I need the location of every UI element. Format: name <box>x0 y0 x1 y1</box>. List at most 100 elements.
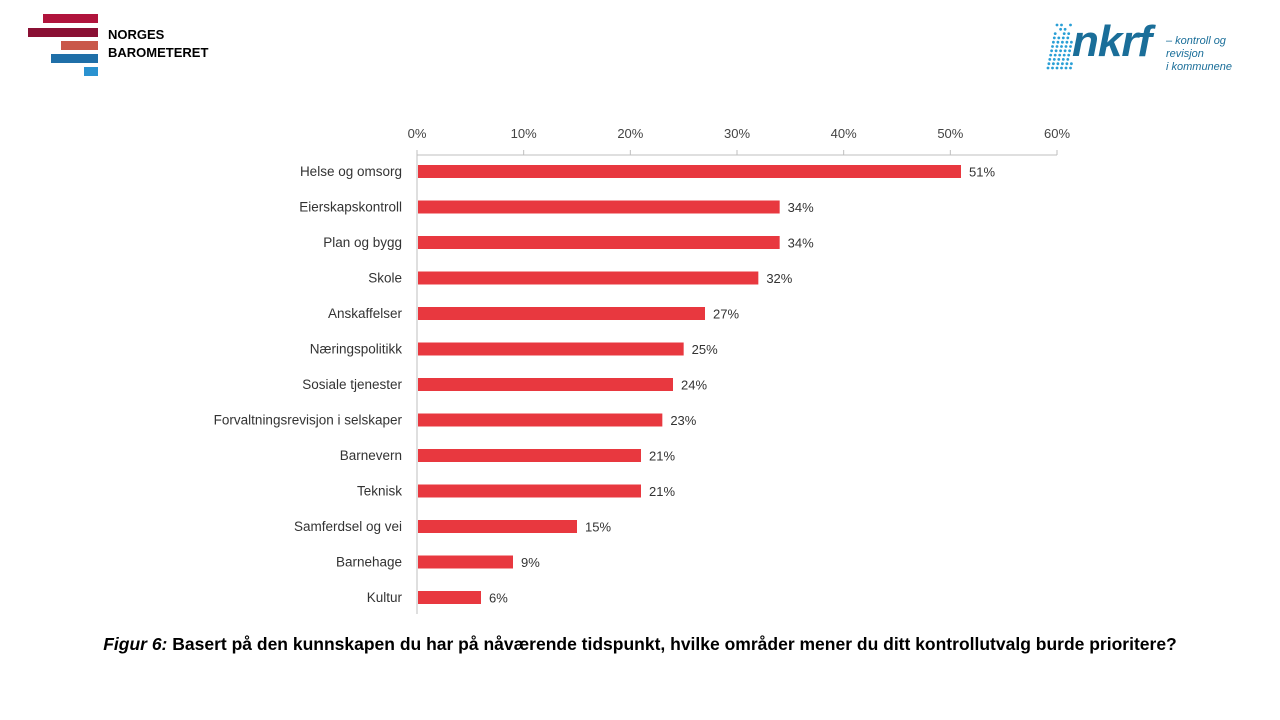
logo-dot <box>1047 62 1051 66</box>
logo-dot <box>1054 49 1058 53</box>
bar <box>418 236 780 249</box>
logo-dot <box>1068 49 1071 53</box>
logo-dot <box>1052 62 1055 66</box>
data-label: 27% <box>713 307 739 322</box>
logo-dot <box>1070 40 1073 44</box>
data-label: 24% <box>681 378 707 393</box>
logo-dot <box>1064 45 1068 48</box>
logo-stripe <box>28 28 98 37</box>
logo-dot <box>1069 66 1072 70</box>
logo-dot <box>1050 49 1053 53</box>
data-label: 34% <box>788 200 814 215</box>
logo-dot <box>1070 62 1073 66</box>
logo-dot <box>1061 36 1065 40</box>
category-label: Kultur <box>367 590 403 605</box>
logo-text: NORGES BAROMETERET <box>108 26 208 62</box>
logo-stripe <box>84 67 98 76</box>
x-tick-label: 40% <box>831 126 857 141</box>
logo-dot <box>1046 66 1050 70</box>
logo-dot <box>1052 36 1056 40</box>
logo-dot <box>1064 66 1068 70</box>
x-axis: 0% 10% 20% 30% 40% 50% 60% <box>408 126 1070 156</box>
logo-dot <box>1048 58 1052 61</box>
logo-dot <box>1062 53 1066 57</box>
logo-dot <box>1058 53 1062 57</box>
nkrf-tagline: – kontroll og revisjon i kommunene <box>1166 35 1233 73</box>
bar <box>418 200 780 214</box>
nkrf-wordmark: nkrf <box>1072 17 1152 66</box>
category-label: Plan og bygg <box>323 235 402 250</box>
logo-dot <box>1055 23 1059 27</box>
logo-dot <box>1053 32 1057 35</box>
bar <box>418 520 577 533</box>
data-label: 6% <box>489 591 508 606</box>
bar <box>418 378 673 391</box>
bar <box>418 555 513 569</box>
logo-dot <box>1053 53 1057 57</box>
figure-caption: Figur 6: Basert på den kunnskapen du har… <box>0 634 1280 655</box>
logo-dot <box>1062 32 1066 35</box>
logo-dot <box>1052 40 1055 44</box>
caption-prefix: Figur 6: <box>103 634 168 654</box>
bar <box>418 271 759 285</box>
bar <box>418 342 684 356</box>
x-tick-label: 0% <box>408 126 427 141</box>
logo-dot <box>1059 27 1062 31</box>
category-label: Teknisk <box>357 484 402 499</box>
logo-dot <box>1069 45 1072 48</box>
x-tick-label: 20% <box>617 126 643 141</box>
logo-dot <box>1051 66 1054 70</box>
logo-dot <box>1063 49 1067 53</box>
data-label: 25% <box>692 342 718 357</box>
logo-dot <box>1057 36 1061 40</box>
logo-dot <box>1060 66 1063 70</box>
bar <box>418 413 663 427</box>
logo-dot <box>1055 66 1059 70</box>
category-label: Skole <box>368 271 402 286</box>
x-tick-label: 30% <box>724 126 750 141</box>
data-labels: 51% 34% 34% 32% 27% 25% 24% 23% 21% 21% 15% 9% 6% <box>489 165 995 606</box>
category-label: Forvaltningsrevisjon i selskaper <box>214 413 403 428</box>
category-labels: Helse og omsorg Eierskapskontroll Plan og … <box>214 164 403 605</box>
bar <box>418 449 641 462</box>
logo-dot <box>1060 23 1063 27</box>
logo-dot <box>1055 45 1059 48</box>
logo-dot <box>1066 36 1070 40</box>
category-label: Næringspolitikk <box>310 342 403 357</box>
logo-dot <box>1061 58 1065 61</box>
data-label: 21% <box>649 449 675 464</box>
x-tick-label: 10% <box>511 126 537 141</box>
data-label: 21% <box>649 484 675 499</box>
logo-dot <box>1063 27 1067 31</box>
bar <box>418 591 481 604</box>
logo-dot <box>1066 58 1070 61</box>
bar <box>418 484 641 498</box>
data-label: 51% <box>969 165 995 180</box>
nkrf-dots-mark <box>1046 23 1073 70</box>
bar-series <box>418 165 961 604</box>
category-label: Barnevern <box>340 448 402 463</box>
logo-dot <box>1061 40 1064 44</box>
category-label: Sosiale tjenester <box>302 377 402 392</box>
data-label: 32% <box>766 271 792 286</box>
data-label: 23% <box>670 413 696 428</box>
category-label: Eierskapskontroll <box>299 200 402 215</box>
category-label: Samferdsel og vei <box>294 519 402 534</box>
logo-dot <box>1061 62 1064 66</box>
category-label: Anskaffelser <box>328 306 403 321</box>
category-label: Helse og omsorg <box>300 164 402 179</box>
logo-dot <box>1056 62 1060 66</box>
logo-dot <box>1065 40 1069 44</box>
data-label: 9% <box>521 555 540 570</box>
nkrf-logo: nkrf – kontroll og revisjon i kommunene <box>1044 17 1264 74</box>
bar <box>418 307 705 320</box>
norges-barometeret-logo: NORGES BAROMETERET <box>26 14 226 80</box>
logo-dot <box>1067 32 1071 35</box>
logo-line-2: BAROMETERET <box>108 45 209 60</box>
logo-stripe <box>61 41 98 50</box>
logo-dot <box>1060 45 1063 48</box>
category-label: Barnehage <box>336 555 402 570</box>
data-label: 34% <box>788 236 814 251</box>
logo-dot <box>1049 53 1053 57</box>
logo-dot <box>1067 53 1071 57</box>
